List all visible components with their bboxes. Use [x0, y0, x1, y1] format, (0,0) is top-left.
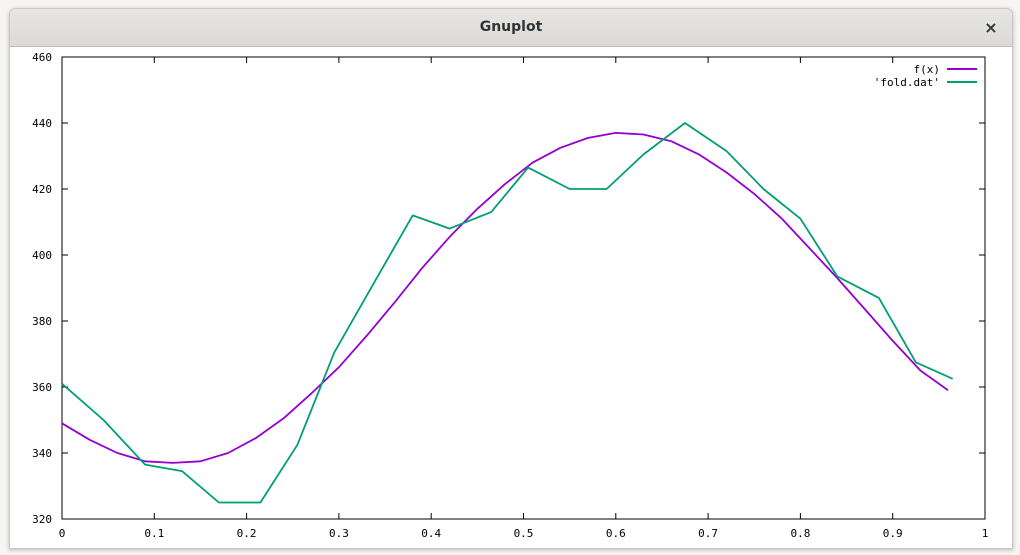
- gnuplot-window: Gnuplot × 0 0.1 0.2 0.3 0.4 0.5 0.6 0.7 0.8 0.9 1 3…: [9, 8, 1013, 549]
- x-tick-label: 0.3: [329, 527, 349, 540]
- line-chart: 0 0.1 0.2 0.3 0.4 0.5 0.6 0.7 0.8 0.9 1 320 340 360 38…: [32, 51, 989, 540]
- plot-area: 0 0.1 0.2 0.3 0.4 0.5 0.6 0.7 0.8 0.9 1 320 340 360 38…: [10, 47, 1012, 548]
- x-tick-label: 0.2: [237, 527, 257, 540]
- y-tick-label: 380: [32, 315, 52, 328]
- x-tick-label: 0: [59, 527, 66, 540]
- y-tick-label: 360: [32, 381, 52, 394]
- title-bar[interactable]: Gnuplot ×: [10, 9, 1012, 47]
- x-tick-label: 0.4: [421, 527, 441, 540]
- series-line-fold-dat: [61, 122, 954, 504]
- x-tick-label: 1: [982, 527, 989, 540]
- y-tick-label: 340: [32, 447, 52, 460]
- window-title: Gnuplot: [479, 19, 543, 35]
- x-tick-label: 0.8: [790, 527, 810, 540]
- y-tick-label: 440: [32, 117, 52, 130]
- x-tick-label: 0.1: [144, 527, 164, 540]
- legend-label: f(x): [914, 63, 941, 76]
- y-tick-label: 460: [32, 51, 52, 64]
- legend-label: 'fold.dat': [874, 76, 940, 89]
- series-line-fx: [61, 132, 949, 464]
- x-tick-label: 0.6: [606, 527, 626, 540]
- x-tick-label: 0.5: [514, 527, 534, 540]
- y-tick-label: 420: [32, 183, 52, 196]
- x-tick-label: 0.7: [698, 527, 718, 540]
- y-tick-label: 320: [32, 513, 52, 526]
- y-tick-label: 400: [32, 249, 52, 262]
- close-icon[interactable]: ×: [984, 18, 998, 37]
- x-tick-label: 0.9: [883, 527, 903, 540]
